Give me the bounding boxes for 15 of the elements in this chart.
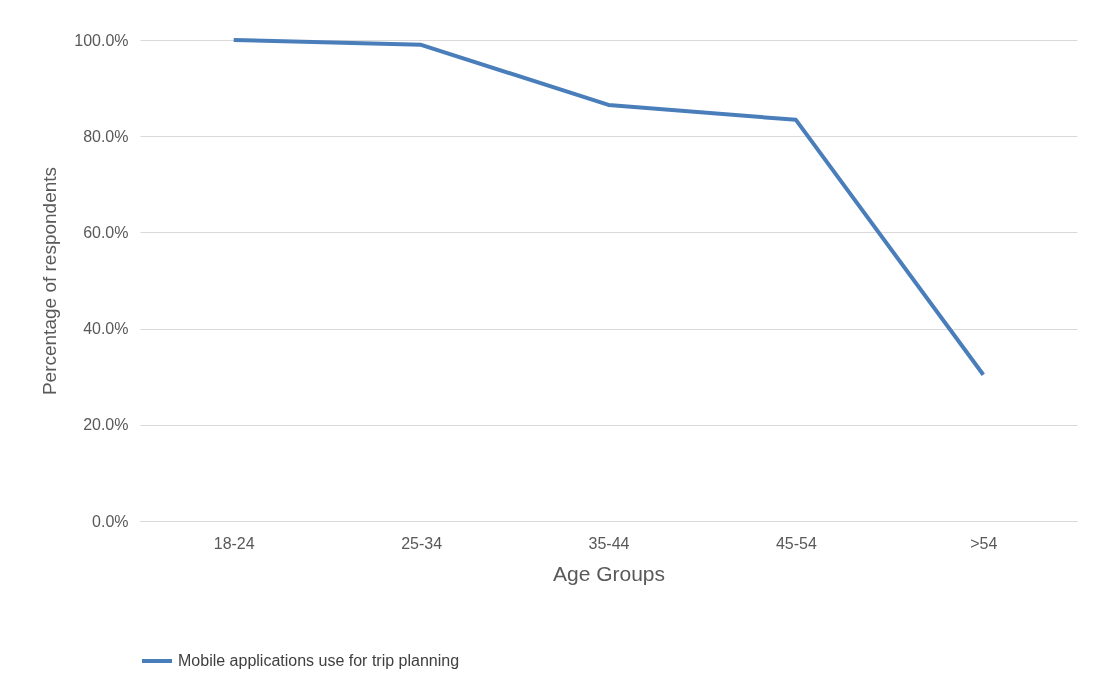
- x-tick-label: 18-24: [213, 534, 255, 552]
- x-tick-label: 25-34: [401, 534, 443, 552]
- x-tick-label: 35-44: [588, 534, 630, 552]
- x-tick-label: >54: [970, 534, 998, 552]
- y-tick-label: 40.0%: [83, 320, 129, 338]
- x-tick-label: 45-54: [775, 534, 817, 552]
- legend-label: Mobile applications use for trip planning: [178, 652, 460, 669]
- y-tick-label: 20.0%: [83, 416, 129, 434]
- y-tick-label: 100.0%: [74, 31, 129, 49]
- line-series: [231, 38, 986, 377]
- y-axis-title: Percentage of respondents: [39, 166, 61, 396]
- y-tick-label: 60.0%: [83, 223, 129, 241]
- y-tick-label: 80.0%: [83, 127, 129, 145]
- x-axis-title: Age Groups: [552, 561, 666, 585]
- y-tick-label: 0.0%: [92, 512, 129, 530]
